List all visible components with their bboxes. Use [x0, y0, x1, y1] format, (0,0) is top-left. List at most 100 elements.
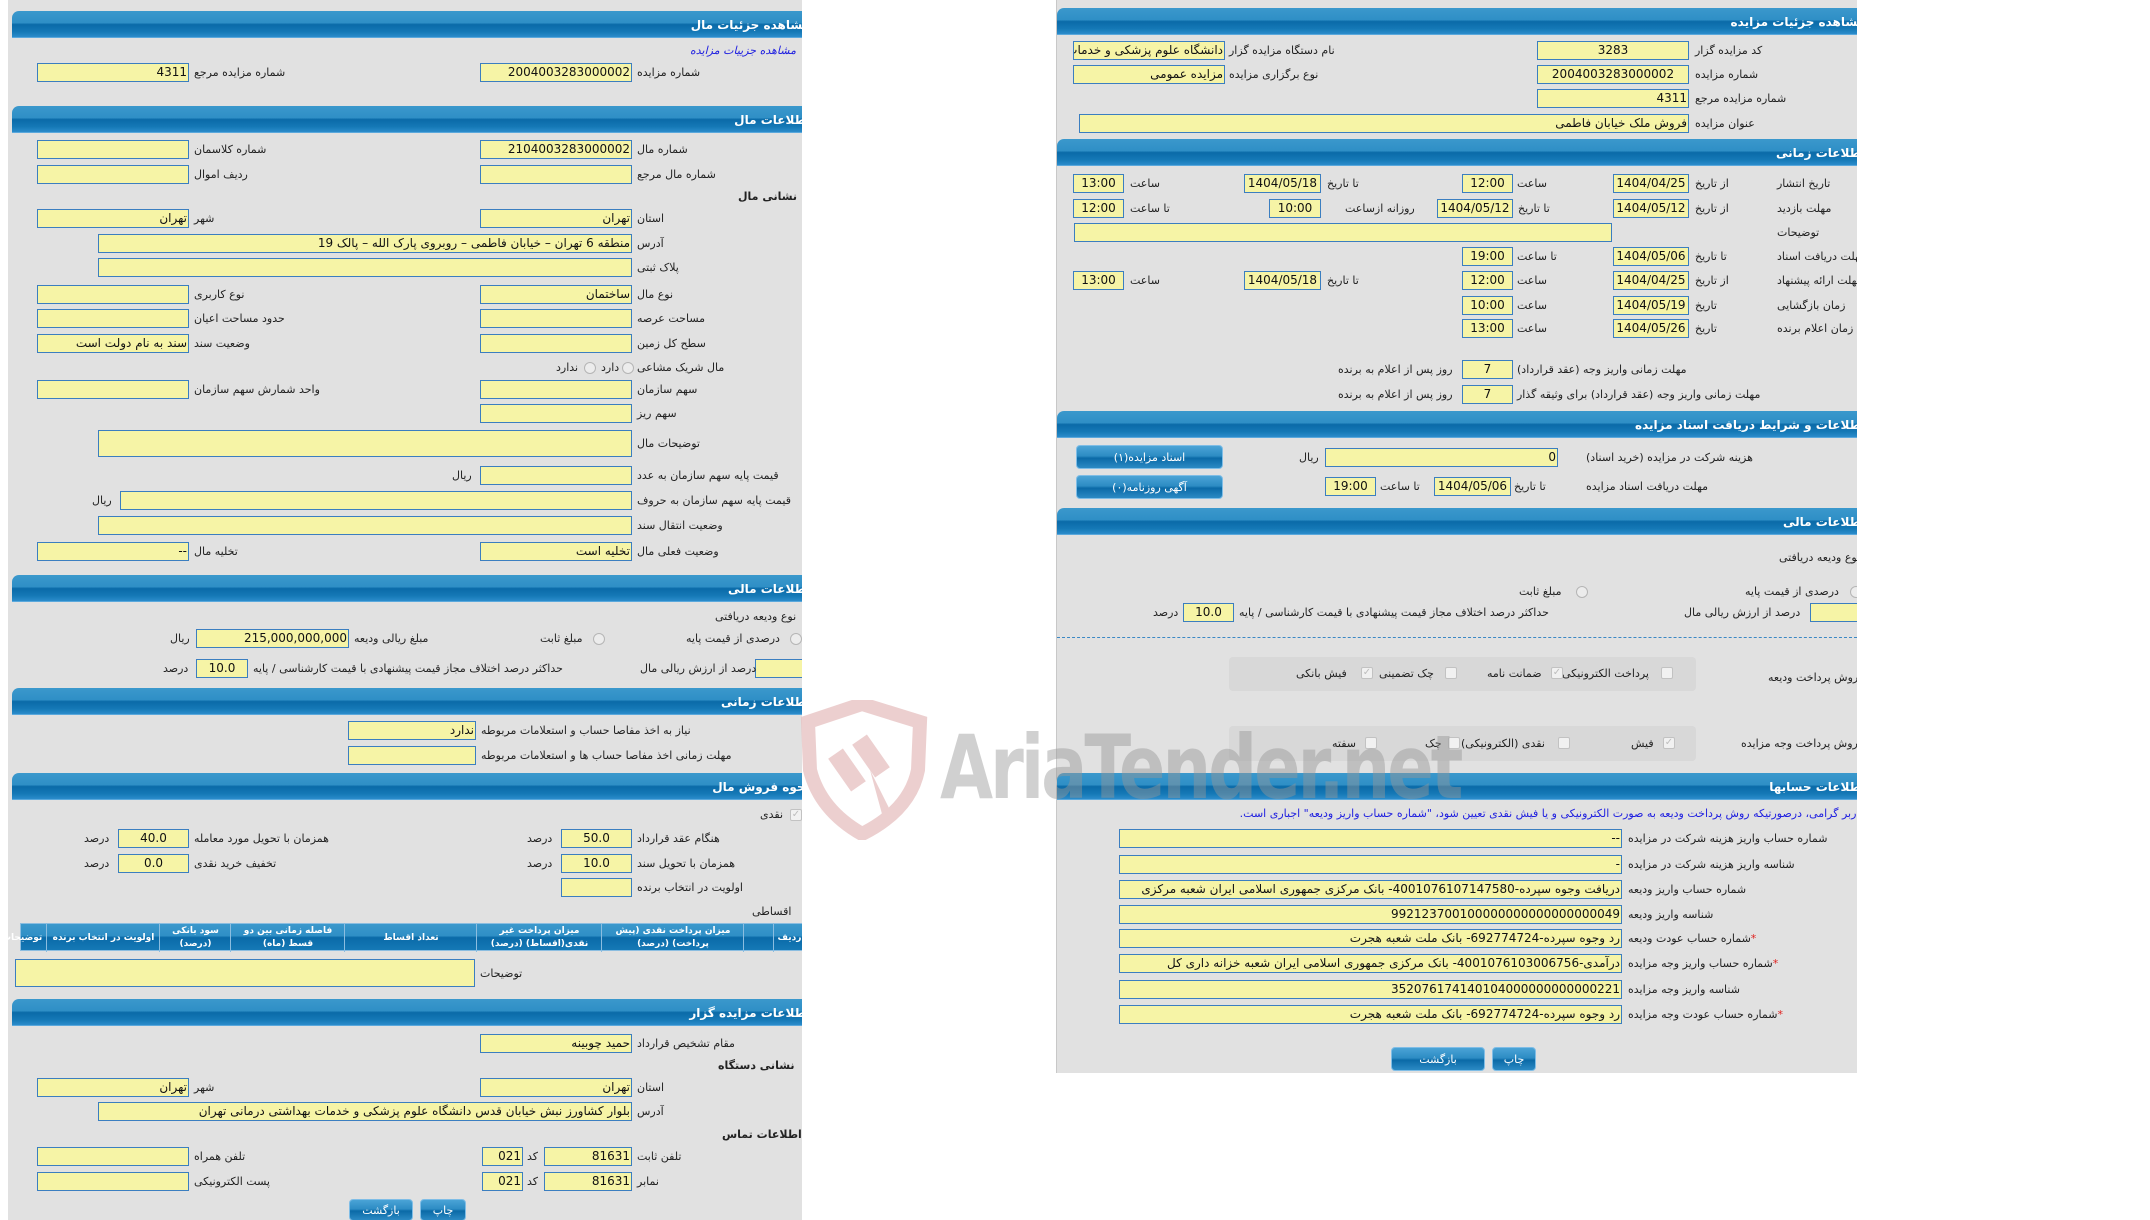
newspaper-ads-button[interactable]: آگهی روزنامه(۰)	[1076, 475, 1223, 499]
auction-documents-button[interactable]: اسناد مزایده(۱)	[1076, 445, 1223, 469]
deed-transfer-field[interactable]	[98, 516, 632, 535]
visit-daily-from-field[interactable]: 10:00	[1269, 199, 1321, 218]
max-diff-field[interactable]: 10.0	[1183, 603, 1234, 622]
timing-description-field[interactable]	[1074, 223, 1612, 242]
registration-plate-field[interactable]	[98, 258, 632, 277]
deposit-refund-account-field[interactable]: رد وجوه سپرده-692774724- بانک ملت شعبه ه…	[1119, 929, 1622, 948]
deposit-id-field[interactable]: 992123700100000000000000000049	[1119, 905, 1622, 924]
print-button[interactable]: چاپ	[420, 1199, 466, 1220]
opening-time-field[interactable]: 10:00	[1462, 296, 1513, 315]
auctioneer-code-field[interactable]: 3283	[1537, 41, 1689, 60]
current-status-field[interactable]: تخلیه است	[480, 542, 632, 561]
auction-number-field[interactable]: 2004003283000002	[480, 63, 632, 82]
auction-subject-field[interactable]: فروش ملک خیابان فاطمی	[1079, 114, 1689, 133]
clearance-deadline-field[interactable]	[348, 746, 476, 765]
winner-date-field[interactable]: 1404/05/26	[1613, 319, 1689, 338]
cash-checkbox[interactable]: ✓	[790, 809, 802, 821]
percent-of-base-radio[interactable]	[790, 633, 802, 645]
winner-time-field[interactable]: 13:00	[1462, 319, 1513, 338]
phone-field[interactable]: 81631	[544, 1147, 632, 1166]
electronic-cash-checkbox[interactable]	[1558, 737, 1570, 749]
winner-priority-field[interactable]	[561, 878, 632, 897]
asset-row-field[interactable]	[37, 165, 189, 184]
email-field[interactable]	[37, 1172, 189, 1191]
fee-account-field[interactable]: --	[1119, 829, 1622, 848]
certified-check-checkbox[interactable]	[1445, 667, 1457, 679]
auction-payment-id-field[interactable]: 352076174140104000000000000221	[1119, 980, 1622, 999]
fixed-amount-radio[interactable]	[1576, 586, 1588, 598]
fee-id-field[interactable]: -	[1119, 855, 1622, 874]
promissory-note-checkbox[interactable]	[1365, 737, 1377, 749]
electronic-payment-checkbox[interactable]	[1661, 667, 1673, 679]
max-diff-field[interactable]: 10.0	[196, 659, 248, 678]
ref-auction-number-field[interactable]: 4311	[1537, 89, 1689, 108]
phone-code-field[interactable]: 021	[482, 1147, 523, 1166]
offer-to-date-field[interactable]: 1404/05/18	[1244, 271, 1321, 290]
percent-of-value-field[interactable]	[755, 659, 802, 678]
item-description-field[interactable]	[98, 430, 632, 457]
offer-to-time-field[interactable]: 13:00	[1073, 271, 1124, 290]
share-unit-field[interactable]	[37, 380, 189, 399]
guarantee-checkbox[interactable]: ✓	[1551, 667, 1563, 679]
offer-from-time-field[interactable]: 12:00	[1462, 271, 1513, 290]
auction-number-field[interactable]: 2004003283000002	[1537, 65, 1689, 84]
evacuation-field[interactable]: --	[37, 542, 189, 561]
back-button[interactable]: بازگشت	[349, 1199, 413, 1220]
deed-status-field[interactable]: سند به نام دولت است	[37, 334, 189, 353]
auction-payment-account-field[interactable]: درآمدی-4001076103006756- بانک مرکزی جمهو…	[1119, 954, 1622, 973]
fee-field[interactable]: 0	[1325, 448, 1558, 467]
ref-item-number-field[interactable]	[480, 165, 632, 184]
publish-from-date-field[interactable]: 1404/04/25	[1613, 174, 1689, 193]
org-address-field[interactable]: بلوار کشاورز نبش خیابان قدس دانشگاه علوم…	[98, 1102, 632, 1121]
class-number-field[interactable]	[37, 140, 189, 159]
sub-share-field[interactable]	[480, 404, 632, 423]
visit-from-date-field[interactable]: 1404/05/12	[1613, 199, 1689, 218]
on-contract-field[interactable]: 50.0	[561, 829, 632, 848]
auction-type-field[interactable]: مزایده عمومی	[1073, 65, 1225, 84]
fixed-amount-radio[interactable]	[593, 633, 605, 645]
usage-type-field[interactable]	[37, 285, 189, 304]
item-number-field[interactable]: 2104003283000002	[480, 140, 632, 159]
cash-discount-field[interactable]: 0.0	[118, 854, 189, 873]
auction-details-link[interactable]: مشاهده جزییات مزایده	[690, 44, 796, 57]
has-not-radio[interactable]	[584, 362, 596, 374]
ref-auction-number-field[interactable]: 4311	[37, 63, 189, 82]
docs-to-date-field[interactable]: 1404/05/06	[1613, 247, 1689, 266]
org-name-field[interactable]: دانشگاه علوم پزشکی و خدمات بهداشتی درمان…	[1073, 41, 1225, 60]
with-deed-field[interactable]: 10.0	[561, 854, 632, 873]
contract-authority-field[interactable]: حمید چوبینه	[480, 1034, 632, 1053]
address-field[interactable]: منطقه 6 تهران – خیابان فاطمی – روبروی پا…	[98, 234, 632, 253]
pay-contract-field[interactable]: 7	[1462, 360, 1513, 379]
opening-date-field[interactable]: 1404/05/19	[1613, 296, 1689, 315]
print-button[interactable]: چاپ	[1492, 1047, 1536, 1071]
mobile-field[interactable]	[37, 1147, 189, 1166]
back-button[interactable]: بازگشت	[1391, 1047, 1485, 1071]
fax-field[interactable]: 81631	[544, 1172, 632, 1191]
fax-code-field[interactable]: 021	[482, 1172, 523, 1191]
docs-to-time-field[interactable]: 19:00	[1462, 247, 1513, 266]
land-area-field[interactable]	[480, 309, 632, 328]
has-radio[interactable]	[622, 362, 634, 374]
with-delivery-field[interactable]: 40.0	[118, 829, 189, 848]
docs-deadline-date-field[interactable]: 1404/05/06	[1434, 477, 1511, 496]
publish-from-time-field[interactable]: 12:00	[1462, 174, 1513, 193]
auction-refund-account-field[interactable]: رد وجوه سپرده-692774724- بانک ملت شعبه ه…	[1119, 1005, 1622, 1024]
deposit-amount-field[interactable]: 215,000,000,000	[196, 629, 349, 648]
offer-from-date-field[interactable]: 1404/04/25	[1613, 271, 1689, 290]
item-type-field[interactable]: ساختمان	[480, 285, 632, 304]
org-share-field[interactable]	[480, 380, 632, 399]
docs-deadline-time-field[interactable]: 19:00	[1325, 477, 1376, 496]
slip-checkbox[interactable]: ✓	[1663, 737, 1675, 749]
clearance-needed-field[interactable]: ندارد	[348, 721, 476, 740]
check-checkbox[interactable]	[1448, 737, 1460, 749]
province-field[interactable]: تهران	[480, 209, 632, 228]
city-field[interactable]: تهران	[37, 209, 189, 228]
org-city-field[interactable]: تهران	[37, 1078, 189, 1097]
sale-description-field[interactable]	[15, 959, 475, 987]
org-province-field[interactable]: تهران	[480, 1078, 632, 1097]
total-land-field[interactable]	[480, 334, 632, 353]
visit-to-date-field[interactable]: 1404/05/12	[1437, 199, 1513, 218]
base-price-words-field[interactable]	[120, 491, 632, 510]
publish-to-time-field[interactable]: 13:00	[1073, 174, 1124, 193]
base-price-number-field[interactable]	[480, 466, 632, 485]
